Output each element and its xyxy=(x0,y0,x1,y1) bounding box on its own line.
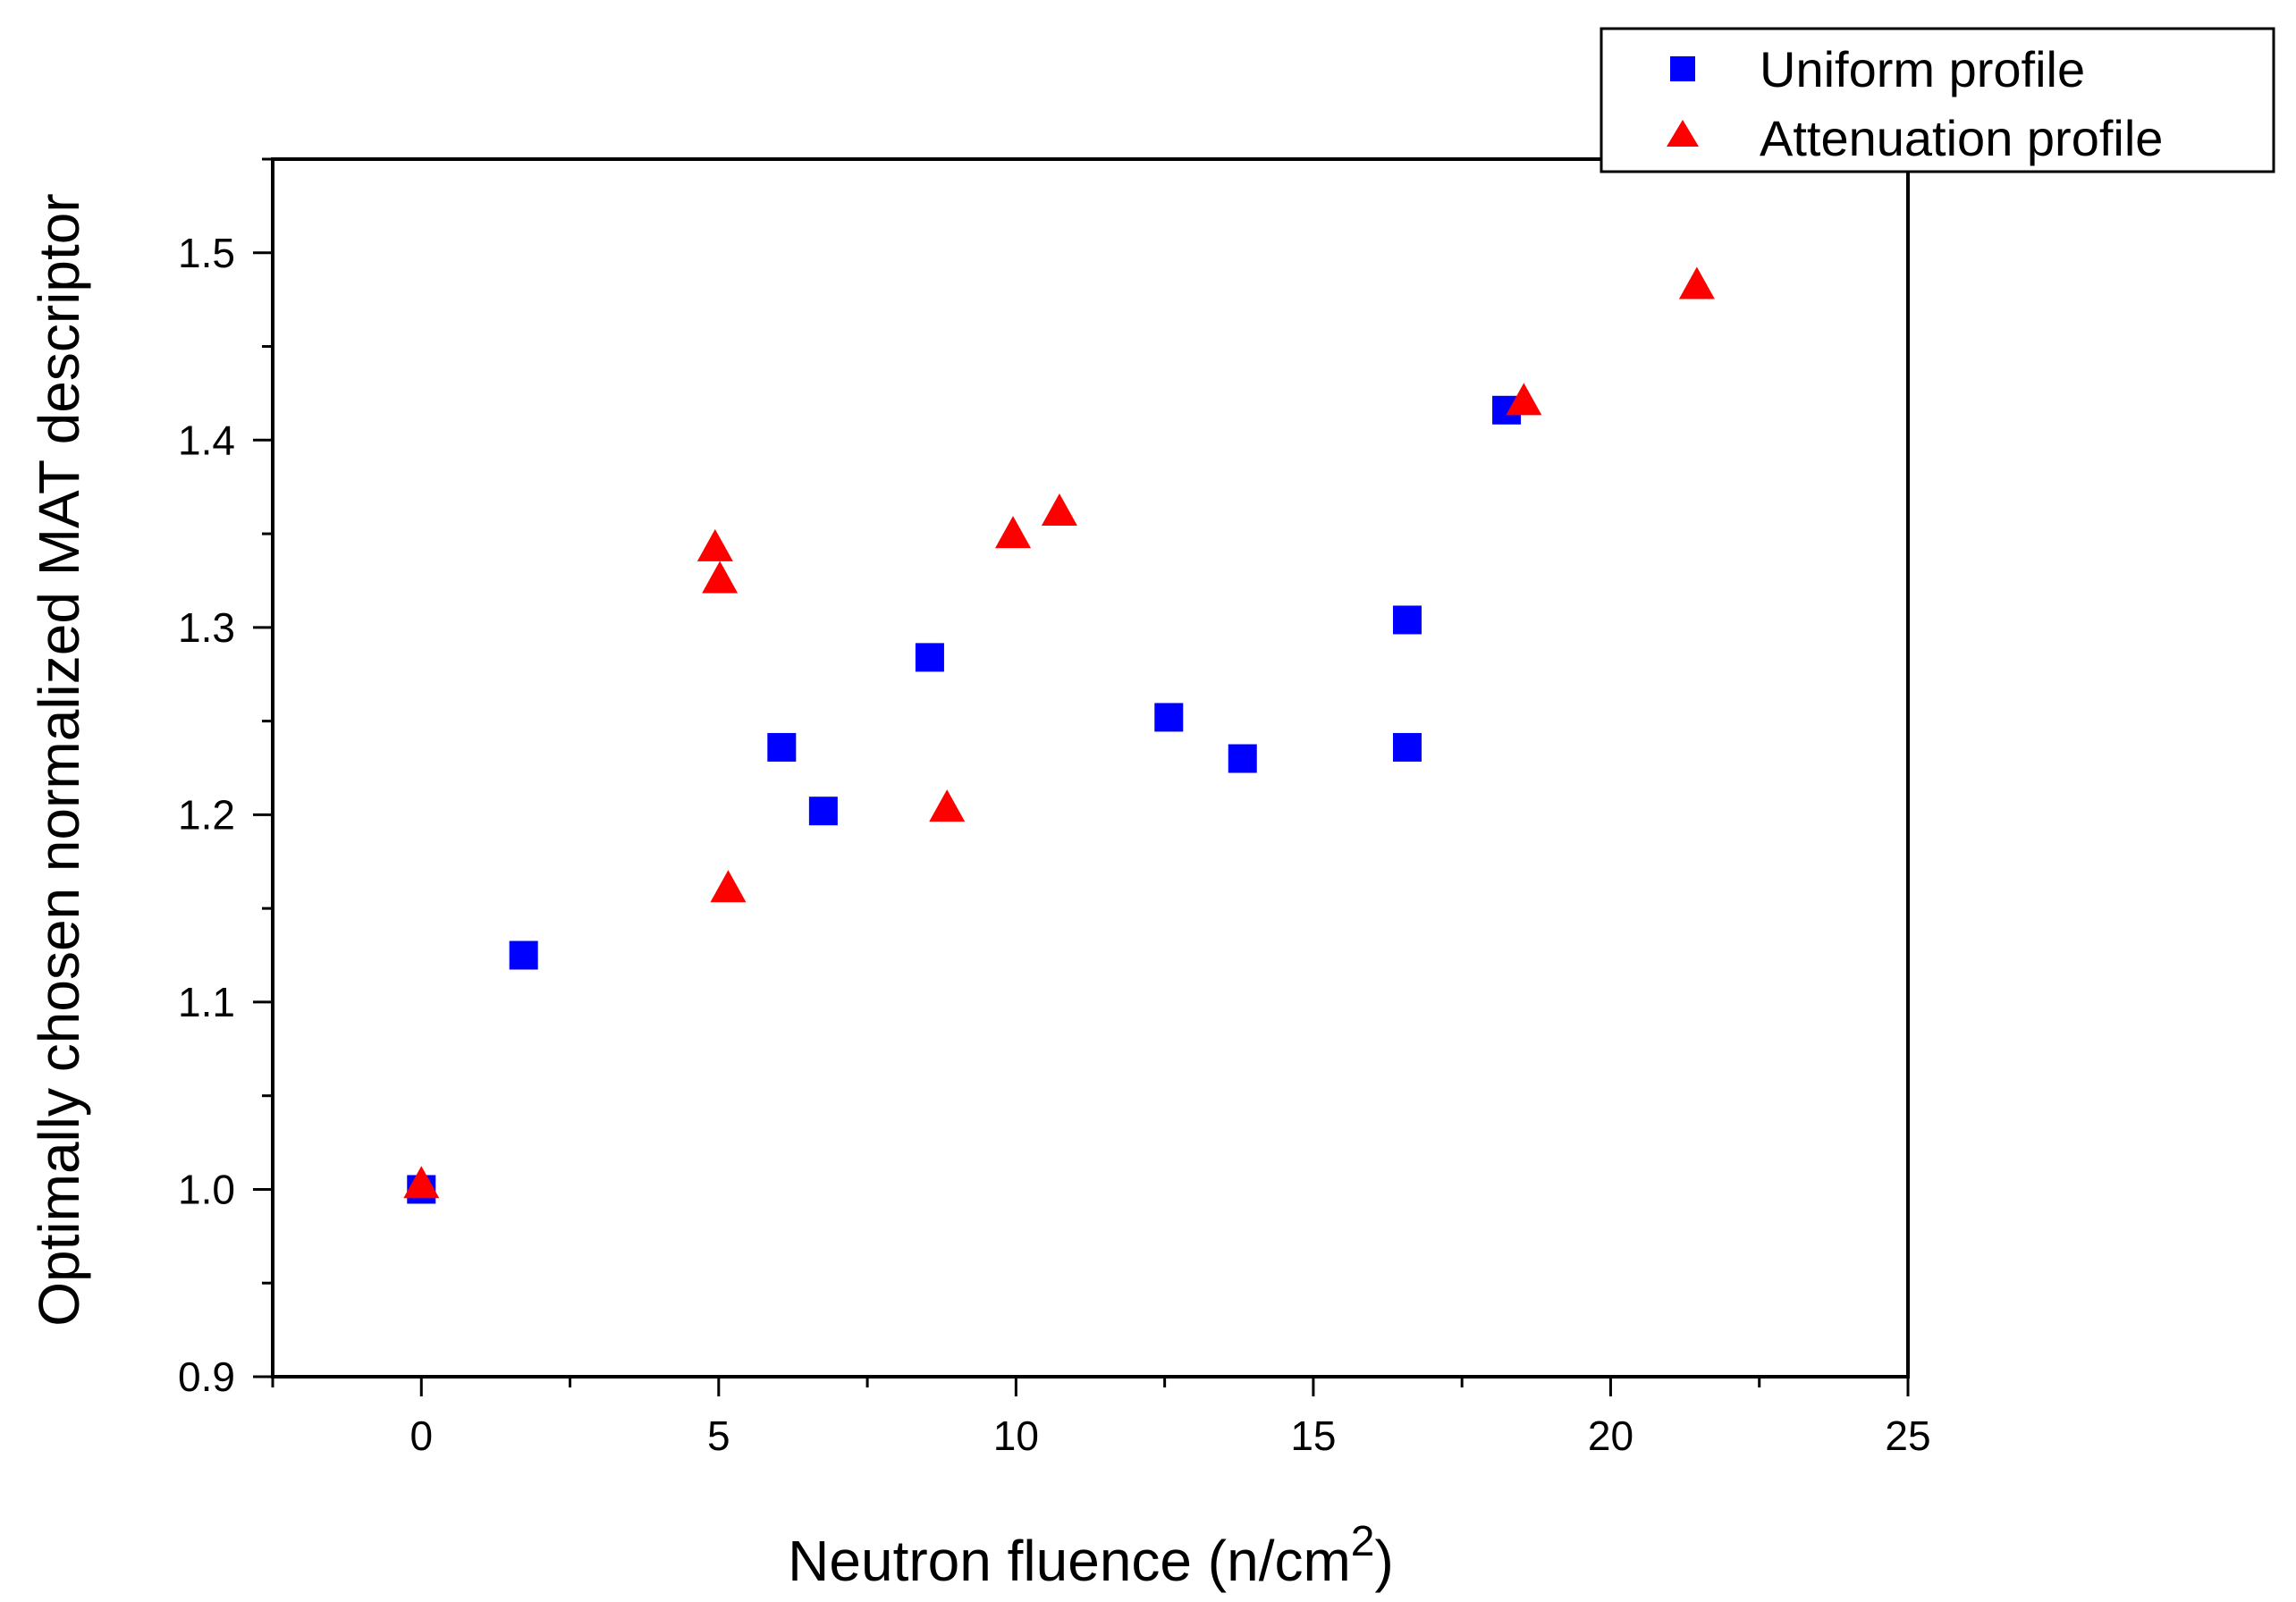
uniform-profile-point xyxy=(509,940,538,970)
x-tick-label: 10 xyxy=(993,1412,1039,1459)
uniform-profile-point xyxy=(915,643,944,672)
legend-square-marker xyxy=(1670,56,1695,81)
y-tick-label: 1.2 xyxy=(178,791,235,838)
data-points xyxy=(403,266,1715,1204)
legend-box xyxy=(1600,27,2275,173)
attenuation-profile-point xyxy=(929,789,966,822)
uniform-profile-point xyxy=(1154,703,1184,732)
legend-triangle-marker xyxy=(1667,120,1699,147)
x-tick-label: 0 xyxy=(409,1412,433,1459)
legend-label-uniform: Uniform profile xyxy=(1760,41,2085,97)
y-tick-label: 1.0 xyxy=(178,1166,235,1212)
attenuation-profile-point xyxy=(710,870,747,903)
x-tick-label: 5 xyxy=(707,1412,730,1459)
attenuation-profile-point xyxy=(702,561,739,594)
uniform-profile-point xyxy=(1392,732,1422,762)
x-tick-label: 15 xyxy=(1290,1412,1336,1459)
x-tick-label: 20 xyxy=(1588,1412,1633,1459)
attenuation-profile-point xyxy=(696,528,733,561)
y-tick-label: 0.9 xyxy=(178,1353,235,1400)
uniform-profile-point xyxy=(808,797,838,826)
x-axis-title-superscript: 2 xyxy=(1351,1518,1375,1565)
x-tick-label: 25 xyxy=(1885,1412,1930,1459)
uniform-profile-point xyxy=(1228,744,1257,773)
x-axis-title-main: Neutron fluence (n/cm xyxy=(788,1529,1351,1593)
y-tick-label: 1.5 xyxy=(178,230,235,276)
uniform-profile-point xyxy=(767,732,797,762)
y-axis-ticks: 0.9 1.0 1.1 1.2 1.3 1.4 1.5 xyxy=(178,157,273,1400)
attenuation-profile-point xyxy=(1041,493,1077,527)
legend-label-attenuation: Attenuation profile xyxy=(1760,110,2163,166)
legend: Uniform profile Attenuation profile xyxy=(1600,27,2275,173)
attenuation-profile-point xyxy=(1678,266,1715,299)
attenuation-profile-point xyxy=(995,516,1032,549)
y-axis-title: Optimally chosen normalized MAT descript… xyxy=(27,193,91,1326)
y-tick-label: 1.1 xyxy=(178,979,235,1025)
uniform-profile-point xyxy=(1392,605,1422,635)
plot-frame xyxy=(271,157,1910,1379)
y-tick-label: 1.4 xyxy=(178,417,235,463)
x-axis-ticks: 0 5 10 15 20 25 xyxy=(271,1377,1931,1459)
x-axis-title-suffix: ) xyxy=(1375,1529,1394,1593)
x-axis-title: Neutron fluence (n/cm2) xyxy=(788,1518,1394,1593)
attenuation-profile-point xyxy=(403,1166,440,1199)
attenuation-profile-point xyxy=(1506,383,1542,416)
y-tick-label: 1.3 xyxy=(178,604,235,651)
